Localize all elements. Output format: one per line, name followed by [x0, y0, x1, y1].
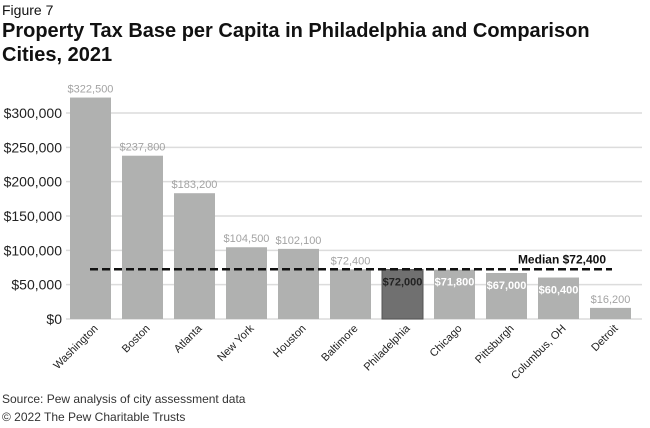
bar — [538, 277, 579, 319]
data-label: $60,400 — [539, 285, 579, 297]
x-tick-label: Philadelphia — [362, 322, 413, 373]
x-tick-label: Detroit — [589, 323, 620, 354]
figure-label: Figure 7 — [2, 2, 54, 18]
data-label: $67,000 — [487, 280, 527, 292]
source-note: Source: Pew analysis of city assessment … — [2, 392, 246, 406]
data-label: $72,000 — [383, 277, 423, 289]
y-tick-label: $250,000 — [4, 139, 63, 155]
bar — [70, 97, 111, 319]
bar — [381, 269, 424, 320]
copyright: © 2022 The Pew Charitable Trusts — [2, 410, 186, 424]
x-tick-label: Washington — [51, 323, 100, 372]
data-label: $72,400 — [331, 255, 371, 267]
x-tick-label: Columbus, OH — [509, 323, 569, 383]
x-tick-label: Houston — [271, 323, 308, 360]
data-label: $322,500 — [68, 84, 114, 96]
x-tick-label: New York — [215, 322, 257, 364]
data-label: $71,800 — [435, 277, 475, 289]
bar — [330, 269, 371, 319]
bar — [174, 193, 215, 319]
chart-title: Property Tax Base per Capita in Philadel… — [2, 20, 590, 66]
x-tick-label: Chicago — [428, 323, 465, 360]
y-tick-label: $300,000 — [4, 105, 63, 121]
x-tick-label: Atlanta — [172, 322, 205, 355]
x-tick-label: Pittsburgh — [473, 323, 517, 367]
y-tick-label: $50,000 — [11, 277, 62, 293]
data-label: $104,500 — [224, 233, 270, 245]
data-label: $102,100 — [276, 235, 322, 247]
x-tick-label: Boston — [120, 323, 153, 356]
data-label: $183,200 — [172, 179, 218, 191]
median-label: Median $72,400 — [518, 252, 606, 266]
data-label: $16,200 — [591, 294, 631, 306]
bar — [122, 155, 163, 319]
bar — [486, 272, 527, 319]
bar — [434, 269, 475, 319]
y-tick-label: $150,000 — [4, 208, 63, 224]
bar — [590, 307, 631, 319]
x-tick-label: Baltimore — [319, 323, 360, 364]
y-tick-label: $200,000 — [4, 174, 63, 190]
y-tick-label: $0 — [46, 311, 62, 327]
data-label: $237,800 — [120, 142, 166, 154]
bar — [226, 247, 267, 319]
bar — [278, 248, 319, 319]
y-tick-label: $100,000 — [4, 242, 63, 258]
